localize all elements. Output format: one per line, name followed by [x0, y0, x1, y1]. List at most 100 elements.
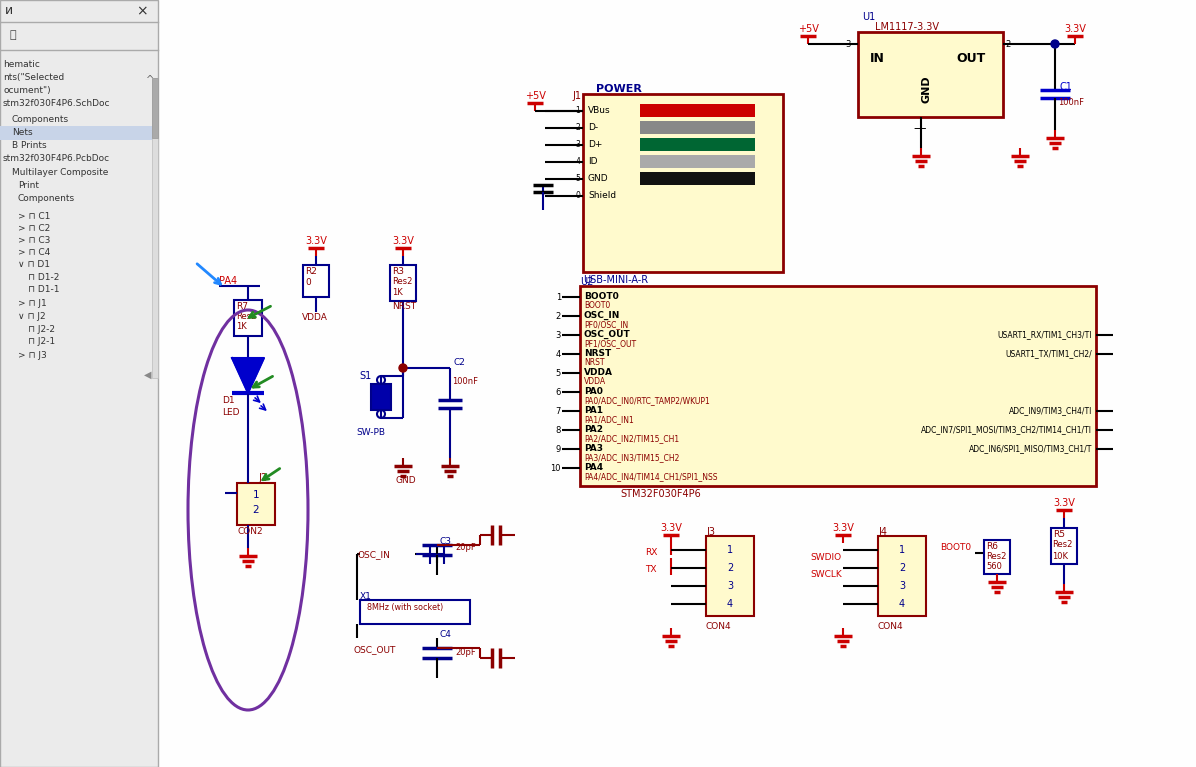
Text: S1: S1	[359, 371, 371, 381]
Bar	[706, 536, 753, 616]
Bar	[234, 300, 262, 336]
Text: > ⊓ C3: > ⊓ C3	[18, 236, 50, 245]
Text: VBus: VBus	[588, 106, 611, 115]
Text: CON4: CON4	[878, 622, 904, 631]
Text: +5V: +5V	[798, 24, 818, 34]
Text: ADC_IN7/SPI1_MOSI/TIM3_CH2/TIM14_CH1/TI: ADC_IN7/SPI1_MOSI/TIM3_CH2/TIM14_CH1/TI	[921, 425, 1092, 434]
Text: NRST: NRST	[584, 358, 604, 367]
Text: D1: D1	[222, 396, 234, 405]
Text: SWDIO: SWDIO	[810, 553, 841, 562]
Text: ocument"): ocument")	[4, 86, 50, 95]
Text: 5: 5	[575, 174, 580, 183]
Text: Res2: Res2	[986, 552, 1006, 561]
Text: OSC_IN: OSC_IN	[356, 550, 390, 559]
Text: 8MHz (with socket): 8MHz (with socket)	[367, 603, 444, 612]
Bar	[371, 384, 391, 410]
Bar	[390, 265, 416, 301]
Text: IN: IN	[869, 52, 885, 65]
Text: 10: 10	[550, 464, 561, 473]
Text: 20pF: 20pF	[454, 543, 476, 552]
Text: > ⊓ J3: > ⊓ J3	[18, 351, 47, 360]
Text: 3: 3	[899, 581, 905, 591]
Text: J1: J1	[572, 91, 581, 101]
Text: > ⊓ C4: > ⊓ C4	[18, 248, 50, 257]
Text: 6: 6	[556, 388, 561, 397]
Bar	[0, 126, 152, 140]
Text: LM1117-3.3V: LM1117-3.3V	[875, 22, 939, 32]
Text: OSC_IN: OSC_IN	[584, 311, 621, 320]
Text: GND: GND	[588, 174, 609, 183]
Text: 3: 3	[575, 140, 580, 149]
Text: PA4: PA4	[219, 276, 237, 286]
Text: PA0/ADC_IN0/RTC_TAMP2/WKUP1: PA0/ADC_IN0/RTC_TAMP2/WKUP1	[584, 396, 709, 405]
Text: ADC_IN9/TIM3_CH4/TI: ADC_IN9/TIM3_CH4/TI	[1008, 406, 1092, 415]
Text: 2: 2	[575, 123, 580, 132]
Text: C3: C3	[440, 537, 452, 546]
Text: CON4: CON4	[706, 622, 732, 631]
Text: BOOT0: BOOT0	[584, 301, 610, 310]
Bar	[640, 155, 755, 168]
Text: 2: 2	[252, 505, 260, 515]
Bar	[858, 32, 1003, 117]
Text: BOOT0: BOOT0	[584, 292, 618, 301]
Text: 9: 9	[556, 445, 561, 454]
Text: STM32F030F4P6: STM32F030F4P6	[620, 489, 701, 499]
Bar	[152, 78, 158, 378]
Bar	[640, 138, 755, 151]
Text: > ⊓ J1: > ⊓ J1	[18, 299, 47, 308]
Text: NRST: NRST	[584, 349, 611, 358]
Bar	[640, 172, 755, 185]
Text: 7: 7	[556, 407, 561, 416]
Text: Components: Components	[18, 194, 75, 203]
Text: RX: RX	[645, 548, 658, 557]
Text: U1: U1	[862, 12, 875, 22]
Text: C4: C4	[440, 630, 452, 639]
Text: 1K: 1K	[392, 288, 403, 297]
Text: ∨ ⊓ D1: ∨ ⊓ D1	[18, 260, 50, 269]
Text: USB-MINI-A-R: USB-MINI-A-R	[582, 275, 648, 285]
Text: VDDA: VDDA	[584, 377, 606, 386]
Bar	[582, 94, 783, 272]
Text: VDDA: VDDA	[584, 368, 614, 377]
Text: ⊓ J2-2: ⊓ J2-2	[28, 325, 55, 334]
Circle shape	[399, 364, 407, 372]
Text: D+: D+	[588, 140, 603, 149]
Text: 1: 1	[899, 545, 905, 555]
Text: R2: R2	[305, 267, 317, 276]
Text: 3.3V: 3.3V	[1052, 498, 1075, 508]
Text: > ⊓ C1: > ⊓ C1	[18, 212, 50, 221]
Text: PA3: PA3	[584, 444, 603, 453]
Text: 100nF: 100nF	[452, 377, 478, 386]
Text: Multilayer Composite: Multilayer Composite	[12, 168, 109, 177]
Text: USART1_TX/TIM1_CH2/: USART1_TX/TIM1_CH2/	[1006, 349, 1092, 358]
Text: nts("Selected: nts("Selected	[4, 73, 65, 82]
Text: VDDA: VDDA	[303, 313, 328, 322]
Polygon shape	[232, 358, 264, 393]
Text: 560: 560	[986, 562, 1002, 571]
Text: ID: ID	[588, 157, 598, 166]
Text: SW-PB: SW-PB	[356, 428, 385, 437]
Text: Res2: Res2	[236, 312, 256, 321]
Text: R5: R5	[1052, 530, 1064, 539]
Text: 3.3V: 3.3V	[305, 236, 327, 246]
Text: 4: 4	[899, 599, 905, 609]
Bar	[640, 104, 755, 117]
Bar	[984, 540, 1009, 574]
Text: 20pF: 20pF	[454, 648, 476, 657]
Text: 5: 5	[556, 369, 561, 378]
Text: —: —	[913, 122, 926, 135]
Bar	[580, 286, 1096, 486]
Text: 8: 8	[556, 426, 561, 435]
Text: D-: D-	[588, 123, 598, 132]
Text: ◀: ◀	[145, 370, 152, 380]
Text: Res2: Res2	[1052, 540, 1073, 549]
Text: OSC_OUT: OSC_OUT	[353, 645, 396, 654]
Text: Nets: Nets	[12, 128, 32, 137]
Bar	[360, 600, 470, 624]
Text: +5V: +5V	[525, 91, 545, 101]
Text: PF1/OSC_OUT: PF1/OSC_OUT	[584, 339, 636, 348]
Text: 3.3V: 3.3V	[1064, 24, 1086, 34]
Text: 0: 0	[575, 191, 580, 200]
Text: hematic: hematic	[4, 60, 39, 69]
Text: J2: J2	[258, 473, 267, 483]
